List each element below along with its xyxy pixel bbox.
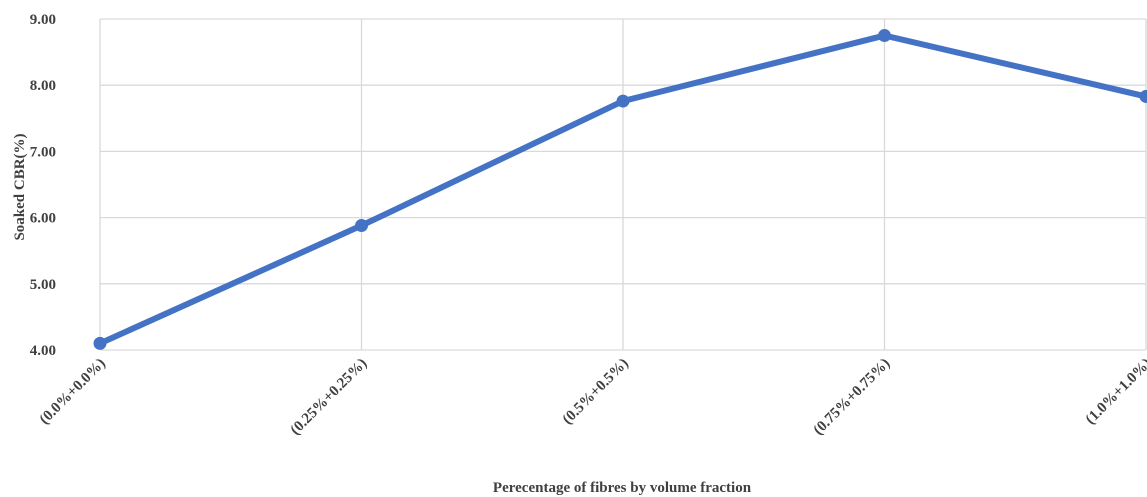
- y-tick-label: 8.00: [30, 78, 56, 94]
- x-tick-label: (0.75%+0.75%): [811, 356, 894, 439]
- x-tick-label: (0.5%+0.5%): [560, 356, 632, 428]
- y-tick-label: 4.00: [30, 343, 56, 359]
- y-tick-label: 5.00: [30, 277, 56, 293]
- x-tick-labels: (0.0%+0.0%) (0.25%+0.25%) (0.5%+0.5%) (0.75…: [37, 356, 1147, 439]
- y-tick-label: 9.00: [30, 12, 56, 28]
- series-soaked-cbr: [93, 29, 1147, 350]
- x-axis-title: Perecentage of fibres by volume fraction: [493, 480, 752, 496]
- gridlines: [99, 18, 1147, 351]
- y-tick-label: 7.00: [30, 144, 56, 160]
- data-point: [878, 29, 891, 43]
- data-point: [616, 94, 630, 108]
- y-axis-title: Soaked CBR(%): [12, 133, 28, 240]
- data-point: [93, 336, 107, 350]
- data-point: [1139, 89, 1147, 103]
- x-tick-label: (0.0%+0.0%): [37, 356, 109, 428]
- x-tick-label: (1.0%+1.0%): [1083, 356, 1147, 428]
- y-tick-labels: 4.00 5.00 6.00 7.00 8.00 9.00: [30, 12, 56, 359]
- data-point: [355, 219, 368, 233]
- x-tick-label: (0.25%+0.25%): [288, 356, 371, 439]
- y-tick-label: 6.00: [30, 211, 56, 227]
